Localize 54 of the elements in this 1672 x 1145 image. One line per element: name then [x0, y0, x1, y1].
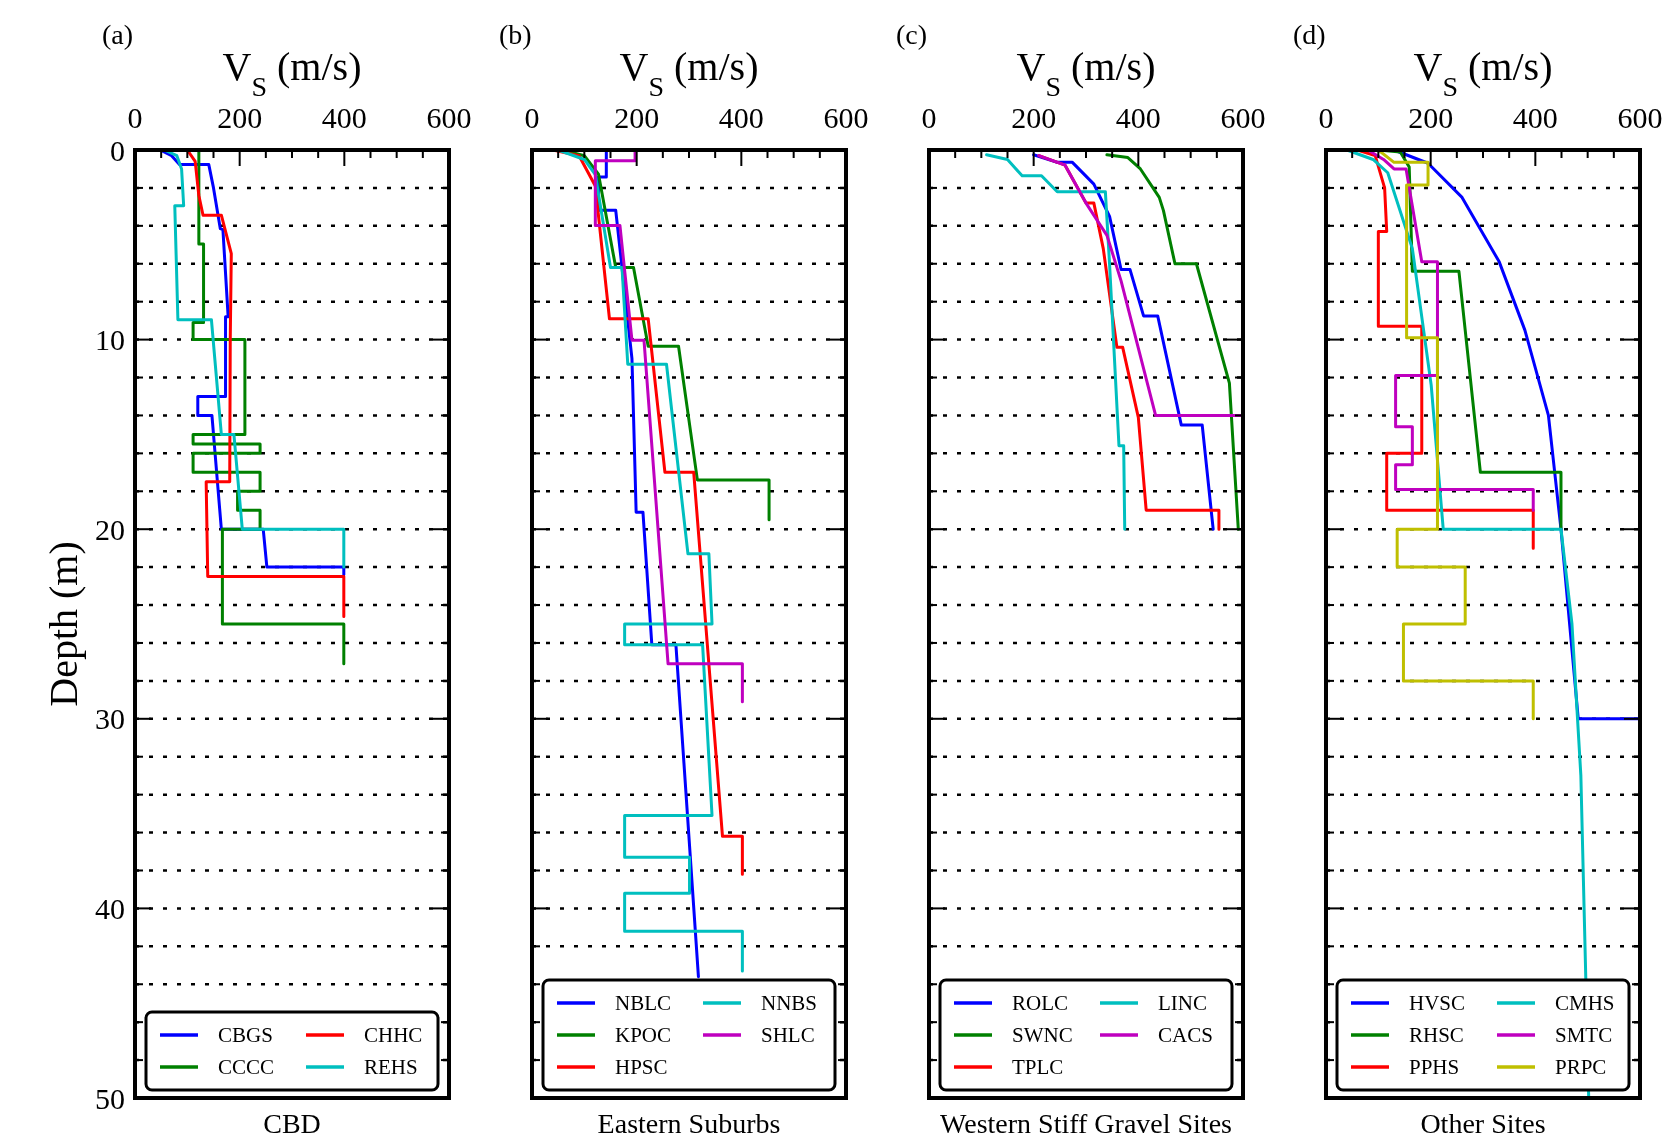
text: Western Stiff Gravel Sites	[940, 1108, 1232, 1139]
legend-label: HPSC	[615, 1055, 668, 1079]
x-tick-label: 200	[217, 101, 263, 134]
chart-title: (d)	[1293, 19, 1326, 50]
y-tick-label: 30	[95, 702, 125, 736]
x-axis-title: V$_{S}$ (m/s)	[619, 44, 759, 102]
x-tick-label: 600	[1617, 101, 1663, 134]
x-tick-label: 200	[1011, 101, 1057, 134]
legend-label: NNBS	[761, 991, 818, 1015]
legend-label: PPHS	[1409, 1055, 1460, 1079]
legend-label: TPLC	[1012, 1055, 1064, 1079]
x-tick-label: 0	[921, 101, 937, 134]
y-axis-title: Depth (m)	[41, 541, 86, 707]
legend-label: CMHS	[1555, 991, 1615, 1015]
y-tick-label: 10	[95, 323, 125, 357]
y-tick-label: 50	[95, 1081, 125, 1115]
chart-title: (b)	[499, 19, 532, 50]
x-tick-label: 0	[524, 101, 540, 134]
legend-label: CBGS	[218, 1023, 273, 1047]
text: Eastern Suburbs	[597, 1108, 781, 1139]
legend-label: CACS	[1158, 1023, 1213, 1047]
chart-title: (a)	[102, 19, 134, 50]
x-tick-label: 600	[1220, 101, 1266, 134]
x-tick-label: 400	[321, 101, 367, 134]
legend-label: CHHC	[364, 1023, 423, 1047]
x-axis-title: V$_{S}$ (m/s)	[222, 44, 362, 102]
legend-label: LINC	[1158, 991, 1207, 1015]
x-tick-label: 400	[718, 101, 764, 134]
text: Other Sites	[1420, 1108, 1546, 1139]
legend-label: RHSC	[1409, 1023, 1464, 1047]
legend-label: NBLC	[615, 991, 672, 1015]
y-tick-label: 40	[95, 891, 125, 925]
x-tick-label: 600	[823, 101, 869, 134]
legend-label: ROLC	[1012, 991, 1069, 1015]
chart-title: (c)	[896, 19, 928, 50]
legend-label: KPOC	[615, 1023, 672, 1047]
x-axis-title: V$_{S}$ (m/s)	[1016, 44, 1156, 102]
legend-label: SHLC	[761, 1023, 815, 1047]
y-tick-label: 20	[95, 512, 125, 546]
legend-label: PRPC	[1555, 1055, 1607, 1079]
x-tick-label: 400	[1115, 101, 1161, 134]
x-tick-label: 600	[426, 101, 472, 134]
x-tick-label: 0	[1318, 101, 1334, 134]
legend-label: HVSC	[1409, 991, 1466, 1015]
legend-label: SWNC	[1012, 1023, 1073, 1047]
text: CBD	[263, 1108, 321, 1139]
x-tick-label: 200	[1408, 101, 1454, 134]
x-axis-title: V$_{S}$ (m/s)	[1413, 44, 1553, 102]
legend-label: REHS	[364, 1055, 418, 1079]
legend-label: SMTC	[1555, 1023, 1613, 1047]
y-tick-label: 0	[110, 133, 125, 167]
x-tick-label: 400	[1512, 101, 1558, 134]
x-tick-label: 200	[614, 101, 660, 134]
legend-label: CCCC	[218, 1055, 275, 1079]
